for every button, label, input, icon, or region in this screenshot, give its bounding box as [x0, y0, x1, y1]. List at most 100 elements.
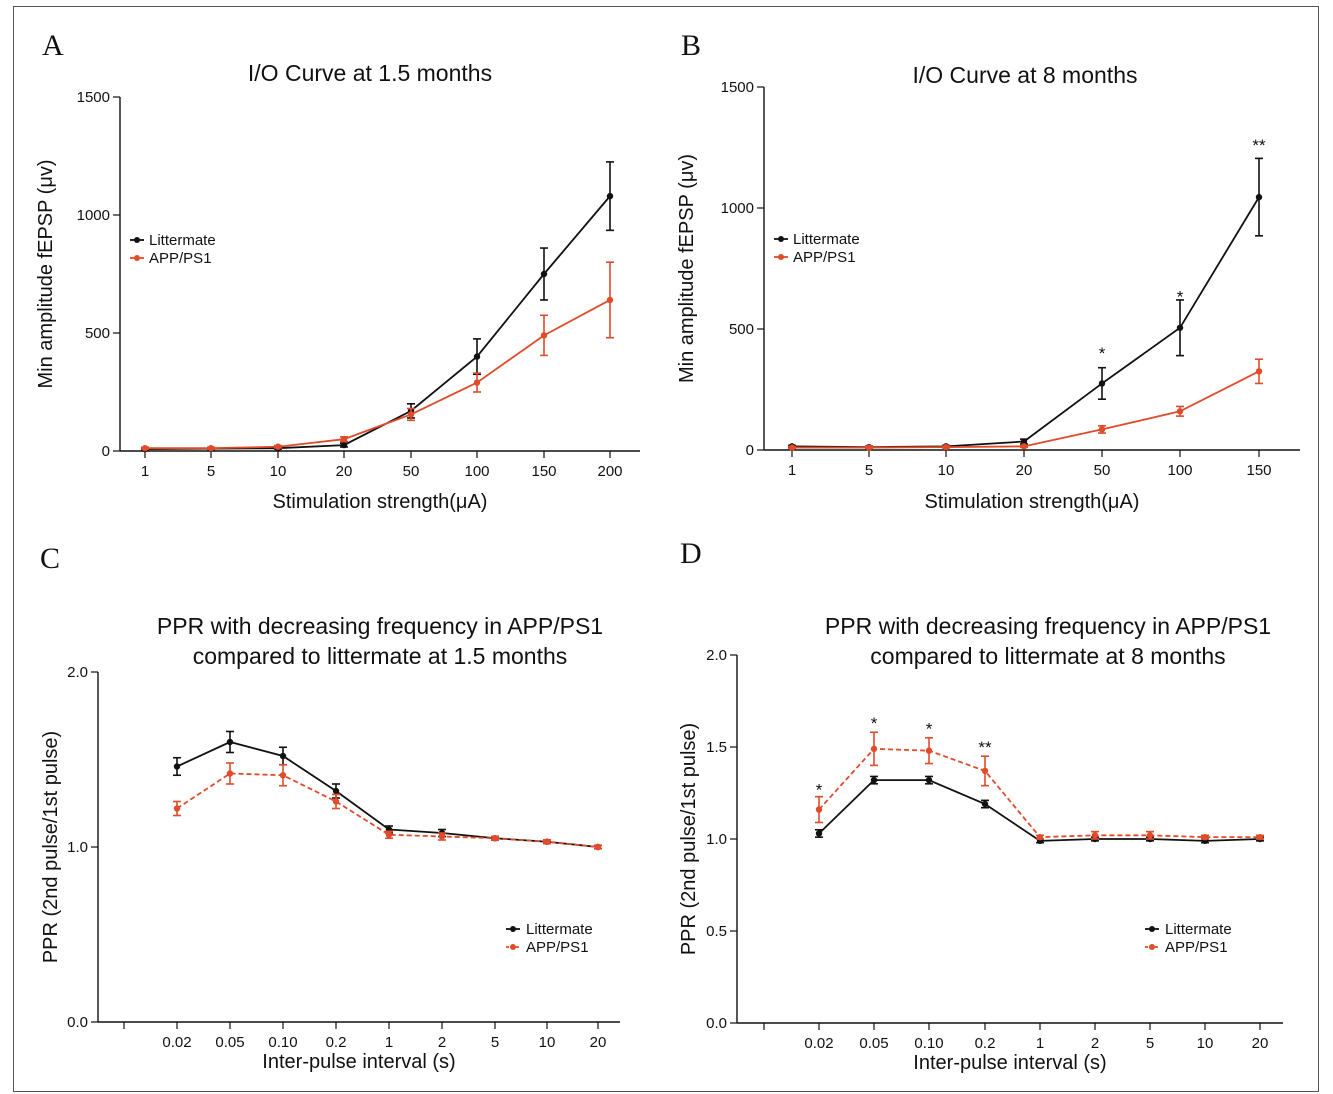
x-tick-label: 20: [336, 463, 353, 480]
data-point-app-ps1: [1036, 833, 1044, 841]
legend-marker-littermate: [778, 236, 784, 242]
y-tick-label: 1.0: [706, 831, 727, 848]
significance-marker: *: [1177, 287, 1184, 306]
legend-marker-littermate: [1149, 926, 1155, 932]
y-tick-label: 500: [85, 325, 110, 342]
x-tick-label: 50: [403, 463, 420, 480]
series-line-app-ps1: [818, 747, 1260, 839]
chart-title: I/O Curve at 8 months: [913, 62, 1138, 88]
x-tick-label: 20: [1252, 1035, 1269, 1052]
data-point-littermate: [340, 441, 348, 449]
significance-marker: **: [978, 738, 992, 757]
data-point-app-ps1: [438, 833, 446, 840]
series-line-app-ps1: [176, 772, 599, 848]
panel-letter: B: [681, 29, 701, 62]
data-point-app-ps1: [173, 805, 181, 812]
y-tick-label: 1.5: [706, 739, 727, 756]
chart-title: PPR with decreasing frequency in APP/PS1: [157, 613, 603, 639]
x-tick-label: 20: [1016, 462, 1033, 479]
x-axis-label: Inter-pulse interval (s): [913, 1052, 1106, 1074]
data-point-littermate: [173, 763, 181, 770]
x-tick-label: 0.05: [859, 1035, 888, 1052]
series-line-app-ps1: [145, 299, 611, 450]
y-tick-label: 1000: [77, 207, 110, 224]
significance-marker: *: [871, 714, 878, 733]
panel-c: C PPR with decreasing frequency in APP/PS…: [40, 542, 620, 1073]
data-point-app-ps1: [385, 831, 393, 838]
data-point-app-ps1: [1091, 832, 1099, 839]
panel-b: B I/O Curve at 8 months 0 500 1000 1500 1 5 10 20…: [676, 29, 1300, 513]
data-point-app-ps1: [788, 444, 796, 451]
y-axis-label: PPR (2nd pulse/1st pulse): [678, 723, 700, 955]
data-point-app-ps1: [226, 770, 234, 777]
legend-label-littermate: Littermate: [526, 921, 593, 938]
x-tick-label: 0.02: [804, 1035, 833, 1052]
x-tick-label: 5: [491, 1034, 499, 1051]
x-tick-label: 10: [938, 462, 955, 479]
data-point-app-ps1: [865, 444, 873, 451]
legend-marker-littermate: [510, 926, 516, 932]
legend-marker-app-ps1: [778, 254, 784, 260]
chart-title: compared to littermate at 1.5 months: [193, 643, 568, 669]
x-tick-label: 100: [464, 463, 489, 480]
legend-marker-app-ps1: [134, 255, 140, 261]
data-point-littermate: [473, 353, 481, 360]
chart-title: I/O Curve at 1.5 months: [248, 60, 492, 86]
legend-marker-app-ps1: [510, 944, 516, 950]
legend-label-littermate: Littermate: [793, 231, 860, 248]
data-point-littermate: [981, 800, 989, 808]
data-point-app-ps1: [141, 444, 149, 452]
x-tick-label: 5: [207, 463, 215, 480]
legend-marker-littermate: [134, 237, 140, 243]
x-tick-label: 0.02: [162, 1034, 191, 1051]
significance-marker: *: [816, 780, 823, 799]
data-point-app-ps1: [340, 436, 348, 443]
data-point-app-ps1: [1256, 833, 1264, 841]
series-line-app-ps1: [792, 370, 1260, 449]
figure-frame: [13, 6, 1319, 1092]
x-tick-label: 10: [1197, 1035, 1214, 1052]
x-tick-label: 200: [597, 463, 622, 480]
data-point-app-ps1: [1098, 426, 1106, 433]
data-point-app-ps1: [491, 835, 499, 842]
data-point-app-ps1: [606, 296, 614, 304]
data-point-app-ps1: [274, 443, 282, 450]
data-point-littermate: [925, 776, 933, 784]
data-point-app-ps1: [925, 747, 933, 754]
x-tick-label: 2: [438, 1034, 446, 1051]
x-tick-label: 0.2: [975, 1035, 996, 1052]
data-point-littermate: [332, 787, 340, 795]
y-axis-label: Min amplitude fEPSP (μv): [676, 154, 698, 383]
data-point-app-ps1: [594, 843, 602, 851]
data-point-app-ps1: [279, 772, 287, 779]
x-tick-label: 2: [1091, 1035, 1099, 1052]
data-point-littermate: [226, 738, 234, 746]
panel-letter: D: [680, 537, 702, 570]
x-tick-label: 5: [1146, 1035, 1154, 1052]
legend-label-app-ps1: APP/PS1: [526, 939, 589, 956]
legend-label-littermate: Littermate: [149, 232, 216, 249]
panel-a: A I/O Curve at 1.5 months 0 500 1000 1500 1 5 10…: [35, 29, 640, 513]
x-tick-label: 150: [1246, 462, 1271, 479]
legend-label-app-ps1: APP/PS1: [1165, 939, 1228, 956]
data-point-littermate: [279, 752, 287, 760]
y-axis-label: PPR (2nd pulse/1st pulse): [40, 731, 62, 963]
data-point-littermate: [1098, 380, 1106, 387]
data-point-app-ps1: [473, 379, 481, 386]
data-point-app-ps1: [1255, 368, 1263, 375]
data-point-app-ps1: [1146, 832, 1154, 839]
y-tick-label: 1000: [721, 200, 754, 217]
x-tick-label: 0.10: [268, 1034, 297, 1051]
legend-label-littermate: Littermate: [1165, 921, 1232, 938]
x-tick-label: 0.05: [215, 1034, 244, 1051]
y-tick-label: 500: [729, 321, 754, 338]
x-tick-label: 1: [788, 462, 796, 479]
series-line-littermate: [791, 196, 1260, 448]
y-tick-label: 2.0: [67, 664, 88, 681]
x-tick-label: 0.2: [326, 1034, 347, 1051]
data-point-littermate: [1176, 324, 1184, 331]
data-point-app-ps1: [540, 332, 548, 339]
significance-marker: *: [926, 720, 933, 739]
data-point-littermate: [1255, 193, 1263, 201]
